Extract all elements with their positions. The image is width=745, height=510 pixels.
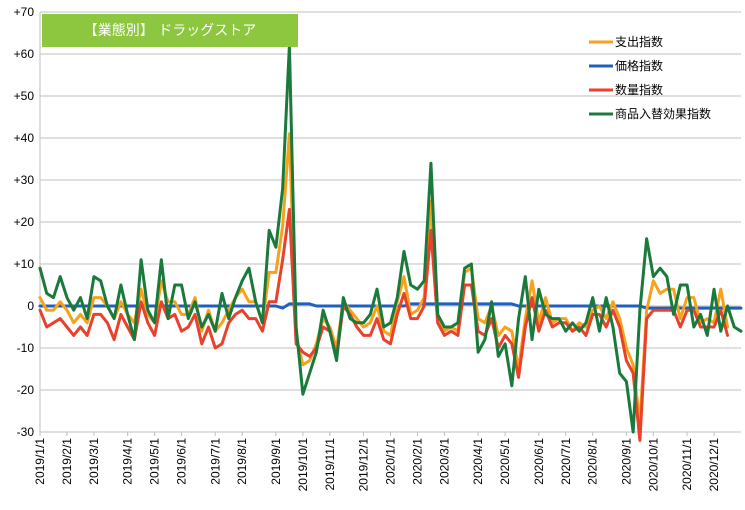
x-tick-label: 2019/10/1 [296,438,310,492]
y-tick-label: -30 [17,425,35,439]
x-tick-label: 2020/10/1 [646,438,660,492]
legend-label: 支出指数 [615,34,663,49]
y-tick-label: +50 [14,89,35,103]
x-tick-label: 2019/9/1 [269,438,283,485]
x-tick-label: 2019/5/1 [148,438,162,485]
x-tick-label: 2019/12/1 [357,438,371,492]
y-tick-label: 0 [27,299,34,313]
series-lines [38,44,743,442]
y-tick-label: +70 [14,5,35,19]
x-tick-label: 2020/12/1 [707,438,721,492]
chart-title: 【業態別】 ドラッグストア [84,23,256,39]
x-tick-label: 2020/7/1 [559,438,573,485]
title-background [42,14,298,47]
y-tick-label: -20 [17,383,35,397]
x-tick-label: 2019/6/1 [175,438,189,485]
x-tick-label: 2020/4/1 [471,438,485,485]
x-tick-label: 2019/7/1 [208,438,222,485]
x-tick-label: 2020/1/1 [384,438,398,485]
x-tick-label: 2019/1/1 [33,438,47,485]
legend-label: 数量指数 [615,82,663,97]
x-tick-label: 2020/3/1 [437,438,451,485]
y-tick-labels: +70 +60 +50 +40 +30 +20 +10 0 -10 -20 -30 [14,5,35,439]
y-tick-label: +30 [14,173,35,187]
y-tick-label: +20 [14,215,35,229]
y-tick-label: +10 [14,257,35,271]
x-tick-label: 2020/6/1 [532,438,546,485]
x-tick-label: 2020/5/1 [498,438,512,485]
y-tick-label: -10 [17,341,35,355]
x-tick-label: 2019/3/1 [87,438,101,485]
series-line [38,44,743,434]
x-tick-label: 2020/9/1 [619,438,633,485]
legend-label: 商品入替効果指数 [615,106,711,121]
series-line [38,207,730,442]
x-tick-label: 2019/2/1 [60,438,74,485]
x-tick-labels: 2019/1/1 2019/2/1 2019/3/1 2019/4/1 2019/5/1… [33,432,721,491]
x-tick-label: 2019/11/1 [323,438,337,491]
x-tick-label: 2019/4/1 [121,438,135,485]
gridlines [40,11,741,433]
y-tick-label: +40 [14,131,35,145]
x-tick-label: 2020/2/1 [410,438,424,485]
x-tick-label: 2020/11/1 [680,438,694,491]
x-tick-label: 2019/8/1 [235,438,249,485]
x-tick-label: 2020/8/1 [586,438,600,485]
legend-label: 価格指数 [615,58,663,73]
chart-title-box: 【業態別】 ドラッグストア [42,14,298,47]
y-tick-label: +60 [14,47,35,61]
